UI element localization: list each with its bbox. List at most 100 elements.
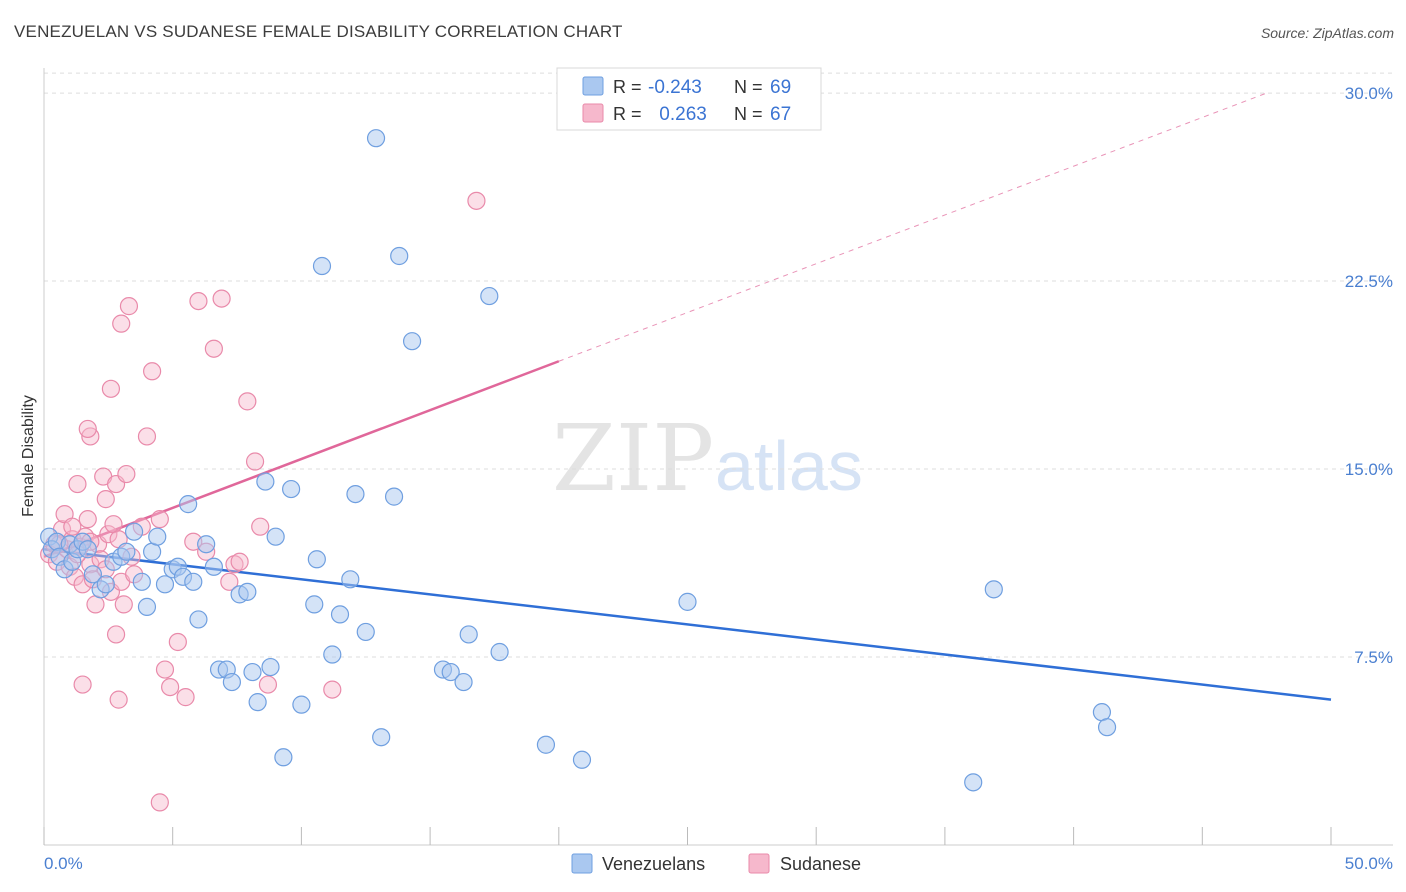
point-venezuelans-57 bbox=[441, 662, 460, 682]
watermark: ZIP atlas bbox=[552, 405, 863, 512]
point-sudanese-60 bbox=[467, 191, 486, 210]
point-sudanese-16 bbox=[86, 595, 105, 614]
point-sudanese-48 bbox=[245, 452, 265, 471]
point-sudanese-56 bbox=[150, 793, 169, 812]
point-venezuelans-53 bbox=[384, 487, 404, 506]
y-tick-label-3: 30.0% bbox=[1345, 84, 1393, 103]
point-venezuelans-10 bbox=[83, 565, 103, 584]
chart-title: VENEZUELAN VS SUDANESE FEMALE DISABILITY… bbox=[14, 22, 623, 41]
point-sudanese-23 bbox=[104, 515, 123, 534]
point-venezuelans-50 bbox=[356, 622, 375, 642]
point-venezuelans-28 bbox=[197, 535, 216, 554]
point-venezuelans-40 bbox=[274, 748, 293, 767]
point-venezuelans-49 bbox=[346, 484, 365, 504]
legend-r-value-2: 0.263 bbox=[654, 104, 707, 125]
bottom-legend: Venezuelans Sudanese bbox=[571, 853, 861, 874]
bottom-legend-swatch-venezuelans bbox=[571, 853, 593, 874]
point-venezuelans-18 bbox=[137, 597, 157, 616]
point-sudanese-46 bbox=[230, 552, 249, 571]
point-sudanese-28 bbox=[117, 464, 136, 484]
bottom-legend-swatch-sudanese bbox=[748, 853, 770, 874]
point-venezuelans-45 bbox=[312, 256, 332, 276]
point-venezuelans-42 bbox=[292, 695, 311, 714]
point-sudanese-32 bbox=[137, 427, 157, 446]
x-tick-min: 0.0% bbox=[44, 854, 83, 873]
point-sudanese-42 bbox=[204, 339, 223, 358]
point-sudanese-55 bbox=[101, 379, 121, 398]
legend-n-value-1: 69 bbox=[770, 77, 791, 98]
point-venezuelans-48 bbox=[341, 570, 360, 589]
point-venezuelans-35 bbox=[243, 662, 262, 682]
point-sudanese-20 bbox=[96, 490, 115, 509]
y-tick-label-0: 7.5% bbox=[1354, 648, 1393, 667]
point-venezuelans-16 bbox=[124, 522, 144, 541]
y-axis-label: Female Disability bbox=[20, 395, 37, 517]
point-venezuelans-15 bbox=[117, 542, 136, 561]
point-sudanese-45 bbox=[225, 555, 244, 574]
legend-n-label-2: N = bbox=[734, 104, 763, 124]
point-venezuelans-54 bbox=[390, 246, 409, 266]
point-venezuelans-55 bbox=[402, 332, 422, 351]
point-sudanese-35 bbox=[155, 660, 175, 679]
data-points bbox=[40, 129, 1117, 812]
point-venezuelans-67 bbox=[1092, 703, 1112, 722]
point-sudanese-51 bbox=[112, 314, 131, 333]
point-sudanese-57 bbox=[73, 675, 92, 694]
point-venezuelans-29 bbox=[204, 557, 223, 576]
point-venezuelans-51 bbox=[366, 129, 386, 148]
legend-r-label-2: R = bbox=[613, 104, 642, 124]
point-sudanese-58 bbox=[109, 690, 128, 709]
point-venezuelans-32 bbox=[222, 672, 242, 692]
legend-swatch-venezuelans bbox=[582, 76, 604, 96]
trend-line-venezuelans bbox=[43, 547, 1332, 701]
legend-n-value-2: 67 bbox=[770, 104, 791, 125]
axes bbox=[43, 68, 1393, 846]
point-venezuelans-58 bbox=[454, 672, 473, 692]
point-venezuelans-17 bbox=[132, 572, 151, 591]
point-venezuelans-66 bbox=[984, 580, 1003, 599]
point-venezuelans-36 bbox=[248, 693, 267, 712]
y-tick-labels: 7.5% 15.0% 22.5% 30.0% bbox=[1345, 84, 1393, 667]
point-sudanese-37 bbox=[168, 632, 187, 652]
point-sudanese-21 bbox=[99, 525, 118, 544]
point-venezuelans-37 bbox=[256, 472, 275, 491]
point-venezuelans-65 bbox=[964, 773, 983, 792]
gridlines bbox=[44, 72, 1393, 658]
point-venezuelans-9 bbox=[78, 540, 97, 559]
point-venezuelans-68 bbox=[1097, 718, 1117, 737]
y-tick-label-1: 15.0% bbox=[1345, 460, 1393, 479]
point-venezuelans-26 bbox=[184, 572, 203, 591]
legend-r-label-1: R = bbox=[613, 77, 642, 97]
x-tick-max: 50.0% bbox=[1345, 854, 1393, 873]
point-sudanese-34 bbox=[150, 510, 169, 529]
legend-n-label-1: N = bbox=[734, 77, 763, 97]
bottom-legend-sudanese: Sudanese bbox=[780, 854, 861, 874]
point-venezuelans-59 bbox=[459, 625, 478, 644]
source-label: Source: ZipAtlas.com bbox=[1260, 25, 1394, 41]
legend: R = -0.243 N = 69 R = 0.263 N = 67 bbox=[556, 67, 822, 131]
point-sudanese-52 bbox=[119, 297, 139, 316]
point-sudanese-13 bbox=[78, 510, 97, 529]
point-venezuelans-38 bbox=[261, 657, 280, 677]
point-venezuelans-61 bbox=[490, 642, 509, 662]
watermark-zip: ZIP bbox=[552, 405, 714, 512]
y-tick-label-2: 22.5% bbox=[1345, 272, 1393, 291]
point-venezuelans-34 bbox=[238, 582, 257, 601]
point-sudanese-40 bbox=[189, 292, 208, 311]
point-venezuelans-20 bbox=[148, 527, 167, 546]
point-sudanese-62 bbox=[63, 517, 82, 536]
point-venezuelans-63 bbox=[572, 750, 592, 769]
point-venezuelans-41 bbox=[282, 479, 301, 499]
point-venezuelans-64 bbox=[678, 592, 697, 611]
point-sudanese-61 bbox=[106, 625, 126, 644]
point-venezuelans-43 bbox=[305, 595, 324, 614]
point-sudanese-38 bbox=[176, 688, 195, 707]
point-sudanese-33 bbox=[143, 362, 162, 381]
point-sudanese-43 bbox=[212, 289, 231, 308]
point-sudanese-47 bbox=[238, 392, 257, 411]
point-venezuelans-39 bbox=[266, 527, 285, 546]
point-sudanese-50 bbox=[258, 675, 278, 694]
point-venezuelans-25 bbox=[179, 495, 198, 514]
point-venezuelans-46 bbox=[323, 645, 342, 664]
